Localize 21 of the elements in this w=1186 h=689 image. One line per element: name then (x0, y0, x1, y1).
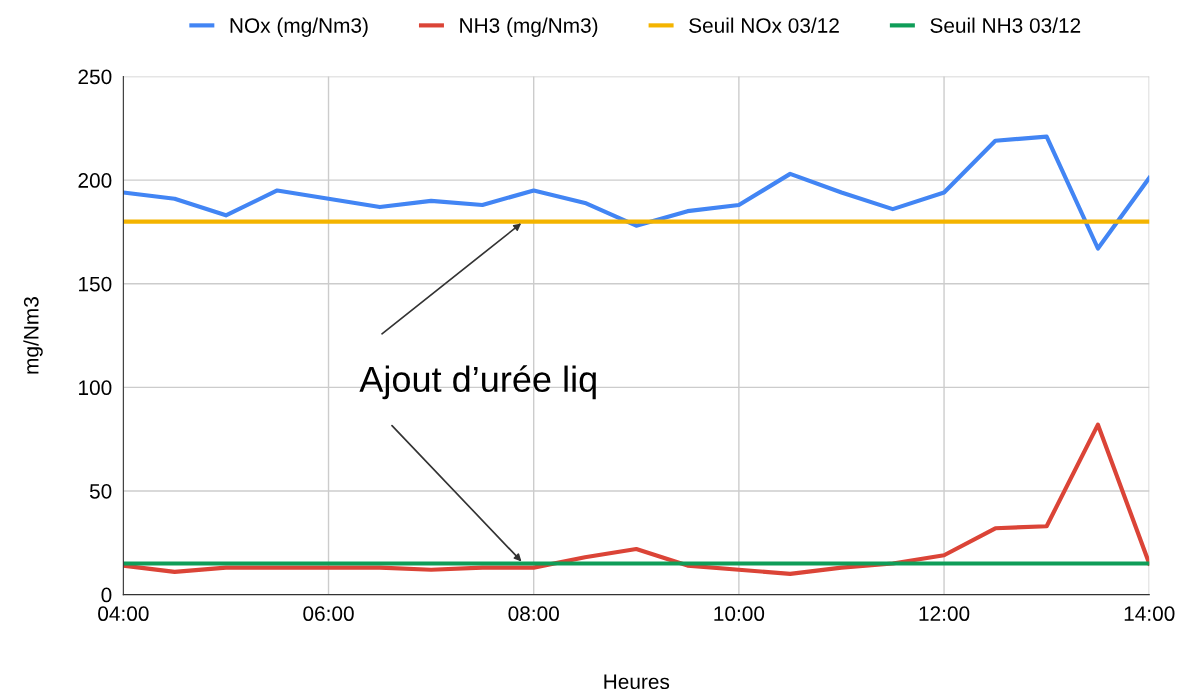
y-axis-title: mg/Nm3 (23, 297, 43, 374)
x-tick-label: 10:00 (714, 606, 765, 622)
line-series (123, 422, 1150, 576)
x-axis-title: Heures (604, 674, 670, 689)
legend-label: Seuil NH3 03/12 (930, 17, 1081, 33)
y-tick-label: 50 (89, 483, 112, 499)
legend-label: NH3 (mg/Nm3) (460, 17, 598, 37)
x-tick-label: 12:00 (919, 606, 970, 622)
line-series (123, 134, 1150, 251)
y-tick-label: 100 (79, 380, 112, 396)
x-tick-label: 14:00 (1124, 606, 1175, 622)
y-tick-label: 150 (79, 276, 112, 292)
x-tick-label: 06:00 (303, 606, 354, 622)
legend-label: NOx (mg/Nm3) (230, 17, 368, 37)
x-tick-label: 04:00 (98, 606, 149, 622)
y-tick-label: 200 (78, 173, 112, 188)
y-tick-label: 250 (78, 69, 112, 85)
annotation: Ajout d’urée liq (359, 365, 596, 400)
legend-label: Seuil NOx 03/12 (689, 17, 839, 33)
y-tick-label: 0 (101, 587, 112, 603)
x-tick-label: 08:00 (508, 606, 559, 622)
